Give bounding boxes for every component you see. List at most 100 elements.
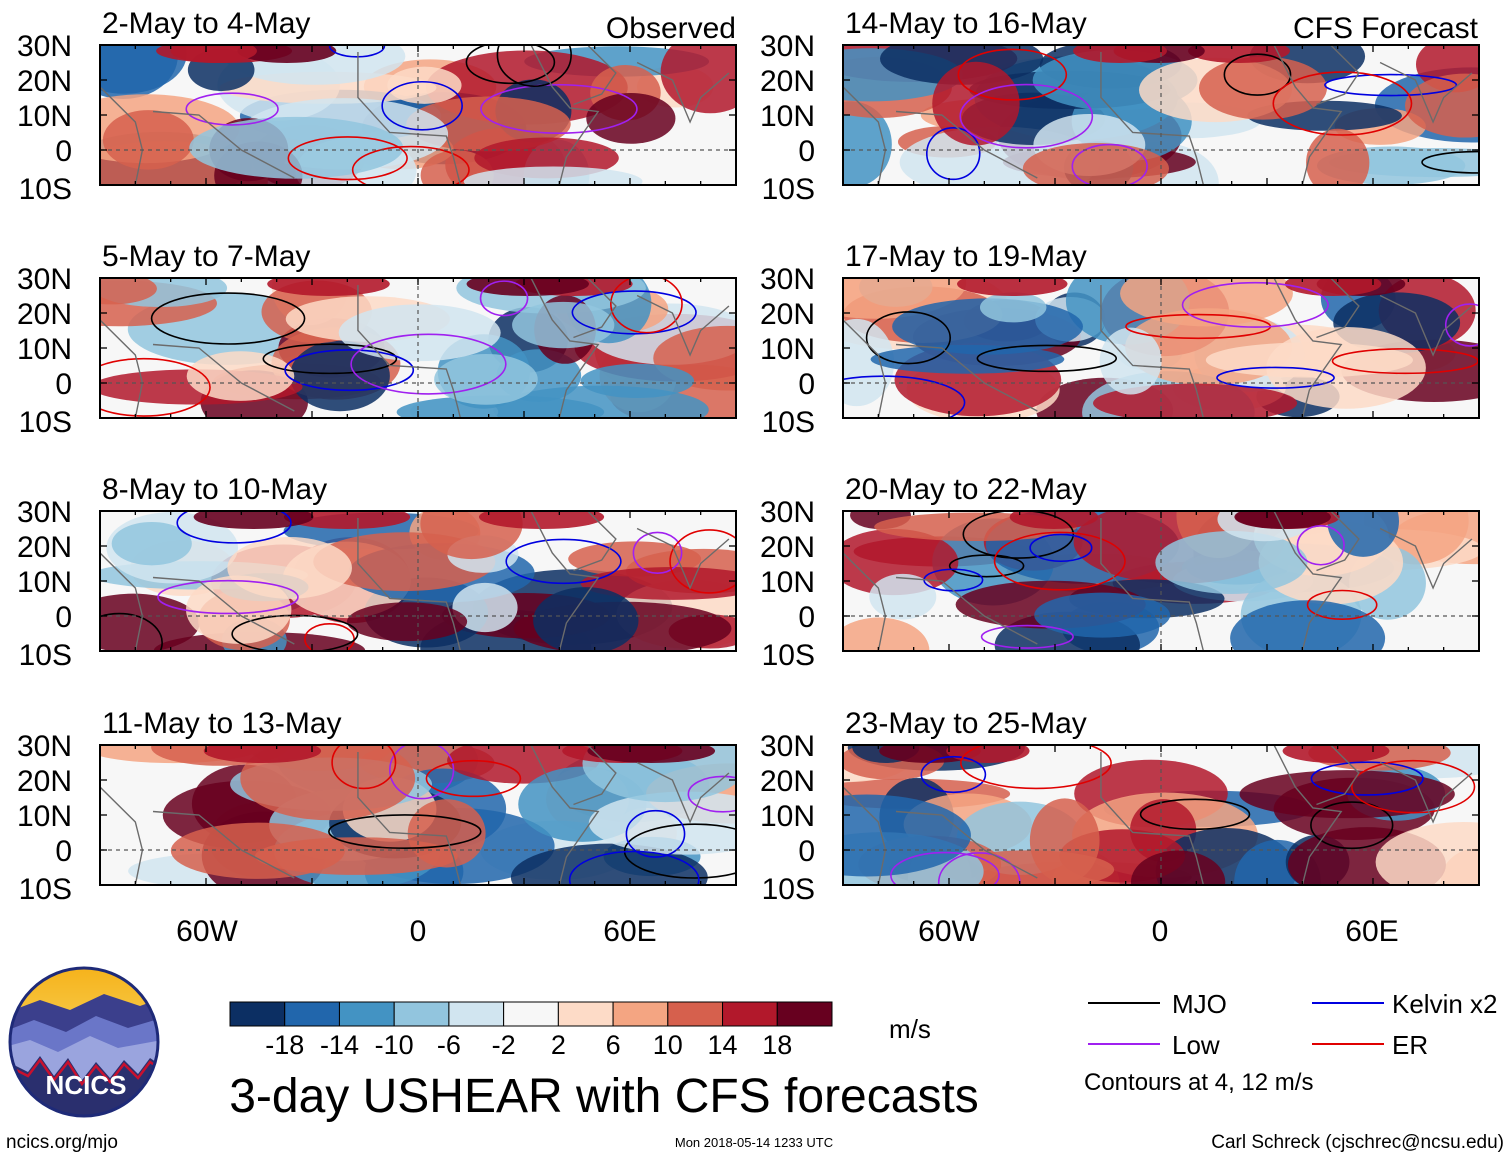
- shear-anomaly: [1199, 56, 1327, 120]
- shear-anomaly: [170, 45, 257, 63]
- lat-tick-label: 30N: [17, 30, 72, 63]
- colorbar-swatch: [557, 1001, 614, 1027]
- contour-line: [284, 349, 415, 392]
- coastline: [100, 786, 144, 885]
- legend-label-er: ER: [1392, 1030, 1428, 1060]
- shear-shading: [843, 511, 1479, 651]
- shear-anomaly: [1029, 798, 1100, 883]
- shear-anomaly: [1306, 128, 1370, 185]
- lat-tick-label: 10S: [19, 873, 72, 906]
- contour-line: [865, 311, 951, 365]
- shear-anomaly: [580, 363, 695, 399]
- contour-line: [185, 92, 279, 126]
- column-header-forecast: CFS Forecast: [1293, 12, 1479, 45]
- contour-line: [465, 45, 556, 85]
- colorbar-label: 10: [653, 1030, 683, 1060]
- coastline: [1273, 278, 1343, 418]
- shear-anomaly: [587, 745, 716, 763]
- shear-anomaly: [1093, 383, 1298, 418]
- lat-tick-label: 0: [798, 135, 815, 168]
- x-axis-right: 60W 0 60E: [918, 915, 1399, 948]
- shear-anomaly: [1327, 511, 1399, 557]
- lat-tick-label: 30N: [760, 263, 815, 296]
- contour-line: [993, 531, 1126, 591]
- lat-tick-label: 20N: [760, 65, 815, 98]
- contour-line: [568, 850, 700, 885]
- contour-line: [890, 851, 1000, 885]
- shear-anomaly: [843, 617, 930, 651]
- shear-anomaly: [843, 318, 895, 407]
- shear-anomaly: [255, 837, 458, 875]
- contour-line: [1181, 281, 1329, 328]
- contour-line: [1324, 73, 1458, 97]
- shear-shading: [843, 745, 1479, 885]
- legend-label-mjo: MJO: [1172, 989, 1227, 1019]
- colorbar-label: -18: [265, 1030, 304, 1060]
- lat-tick-label: 30N: [17, 496, 72, 529]
- coastline: [1379, 527, 1473, 590]
- shear-shading: [843, 45, 1479, 185]
- coastline: [895, 576, 1038, 645]
- shear-anomaly: [1375, 822, 1479, 885]
- shear-anomaly: [396, 395, 605, 418]
- lon-tick-label: 0: [1152, 915, 1169, 948]
- coastline: [530, 45, 600, 185]
- colorbar-label: -14: [320, 1030, 359, 1060]
- shear-anomaly: [289, 340, 390, 412]
- shear-anomaly: [193, 511, 314, 529]
- contour-line: [389, 745, 455, 800]
- panel-title: 23-May to 25-May: [845, 707, 1087, 740]
- shear-anomaly: [1022, 142, 1169, 185]
- contour-line: [1444, 303, 1479, 347]
- lat-tick-label: 10N: [760, 100, 815, 133]
- lat-tick-label: 30N: [17, 730, 72, 763]
- shear-anomaly: [1284, 278, 1382, 296]
- lat-tick-label: 0: [798, 835, 815, 868]
- coastline: [530, 278, 600, 418]
- coastline: [895, 810, 1038, 879]
- coastline: [636, 527, 730, 590]
- shear-anomaly: [1230, 600, 1386, 651]
- contour-line: [496, 45, 572, 87]
- shear-anomaly: [100, 278, 157, 305]
- shear-anomaly: [1405, 73, 1479, 138]
- coastline: [100, 86, 144, 185]
- lat-tick-label: 0: [798, 368, 815, 401]
- shear-anomaly: [102, 110, 194, 170]
- x-axis-left: 60W 0 60E: [176, 915, 657, 948]
- coastline: [843, 552, 887, 651]
- shear-anomaly: [1099, 327, 1162, 395]
- lat-tick-label: 10S: [762, 406, 815, 439]
- shear-shading: [100, 278, 736, 418]
- column-header-observed: Observed: [606, 12, 736, 45]
- contour-line: [479, 280, 529, 317]
- figure-title: 3-day USHEAR with CFS forecasts: [229, 1070, 979, 1123]
- shear-anomaly: [338, 304, 501, 362]
- colorbar-label: -6: [437, 1030, 461, 1060]
- shear-shading: [100, 45, 736, 185]
- legend-note: Contours at 4, 12 m/s: [1084, 1069, 1313, 1096]
- colorbar-label: 6: [606, 1030, 621, 1060]
- contour-line: [920, 755, 987, 794]
- contour-line: [1421, 150, 1479, 174]
- coastline: [636, 61, 730, 124]
- lat-tick-label: 20N: [17, 531, 72, 564]
- lat-tick-label: 20N: [17, 65, 72, 98]
- contour-line: [632, 531, 683, 574]
- colorbar-units: m/s: [889, 1014, 931, 1044]
- contour-line: [1351, 759, 1476, 814]
- lat-tick-label: 0: [55, 601, 72, 634]
- lat-tick-label: 30N: [760, 30, 815, 63]
- coastline: [152, 343, 295, 412]
- shear-anomaly: [186, 351, 295, 401]
- shear-anomaly: [979, 292, 1047, 323]
- contour-line: [100, 357, 211, 417]
- lon-tick-label: 60W: [176, 915, 238, 948]
- coastline: [1273, 45, 1343, 185]
- shear-anomaly: [100, 593, 200, 651]
- shear-anomaly: [111, 521, 192, 566]
